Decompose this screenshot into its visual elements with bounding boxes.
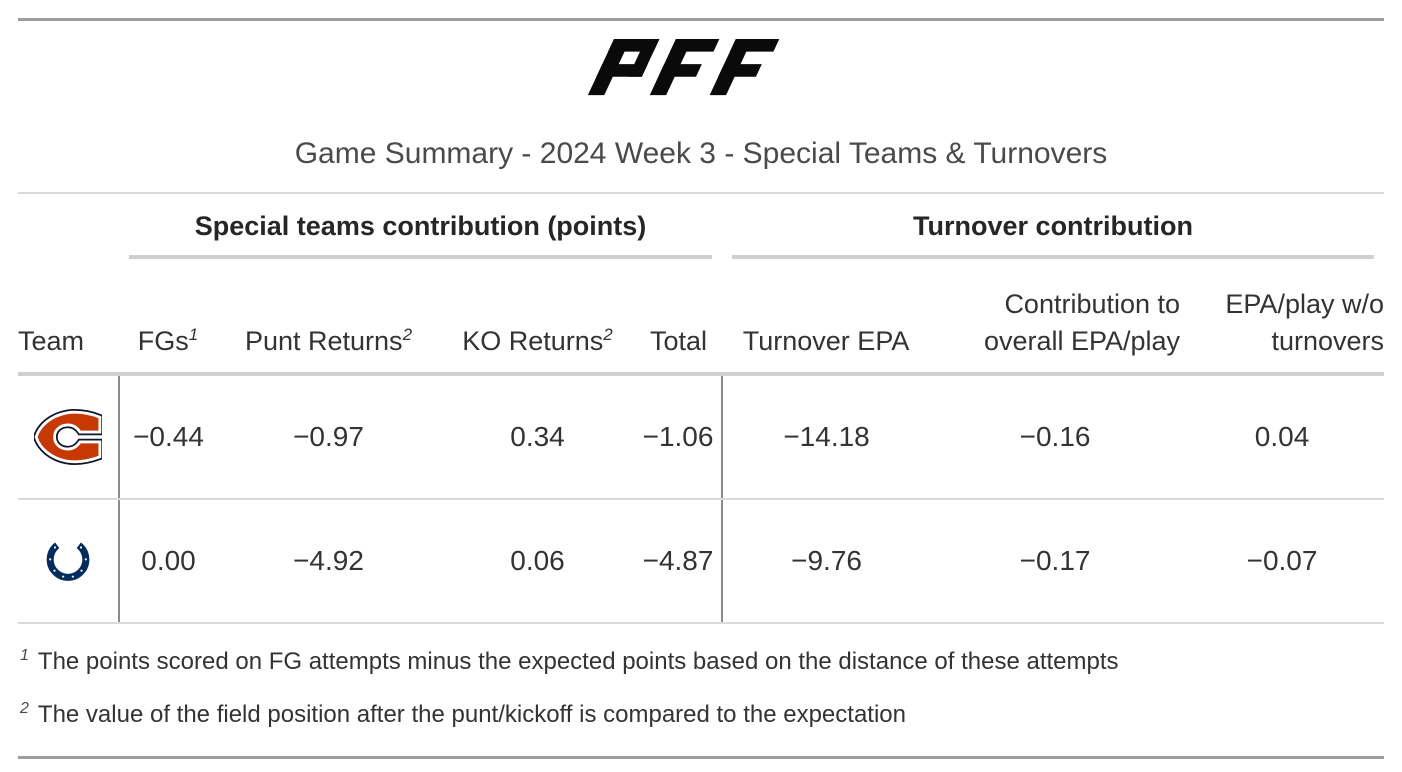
footnote-marker: 2 bbox=[402, 324, 413, 344]
cell-fgs: 0.00 bbox=[118, 499, 217, 624]
bears-logo-icon bbox=[34, 408, 102, 466]
cell-turnover-epa: −14.18 bbox=[721, 374, 931, 500]
pff-letter-f1 bbox=[649, 39, 720, 96]
cell-contribution: −0.17 bbox=[930, 499, 1181, 624]
cell-ko-returns: 0.06 bbox=[440, 499, 635, 624]
col-header-turnover-epa: Turnover EPA bbox=[722, 259, 931, 376]
top-divider bbox=[18, 18, 1384, 21]
footnote-2-marker: 2 bbox=[20, 699, 29, 717]
col-header-fgs: FGs1 bbox=[119, 259, 217, 376]
footnote-1: 1 The points scored on FG attempts minus … bbox=[20, 646, 1384, 677]
bottom-divider bbox=[18, 755, 1384, 759]
column-header-row: Team FGs1 Punt Returns2 KO Returns2 Tota… bbox=[18, 259, 1384, 376]
team-cell-bears bbox=[18, 374, 119, 500]
team-cell-colts bbox=[18, 499, 119, 624]
cell-fgs: −0.44 bbox=[118, 374, 217, 500]
spanner-spacer bbox=[18, 193, 119, 259]
col-header-ko-returns: KO Returns2 bbox=[440, 259, 635, 376]
footnote-2-text: The value of the field position after th… bbox=[37, 700, 906, 728]
spanner-turnover: Turnover contribution bbox=[722, 193, 1384, 259]
table-row-bears: −0.44 −0.97 0.34 −1.06 −14.18 −0.16 0.04 bbox=[18, 374, 1384, 500]
col-header-punt-returns: Punt Returns2 bbox=[217, 259, 440, 376]
cell-total: −1.06 bbox=[635, 374, 723, 500]
spanner-special-teams-label: Special teams contribution (points) bbox=[129, 194, 713, 259]
footnote-1-text: The points scored on FG attempts minus t… bbox=[37, 648, 1119, 675]
footnote-2: 2 The value of the field position after t… bbox=[20, 699, 1384, 730]
colts-logo-icon bbox=[46, 542, 90, 581]
cell-punt-returns: −0.97 bbox=[217, 374, 440, 500]
footnote-1-marker: 1 bbox=[20, 647, 29, 664]
cell-turnover-epa: −9.76 bbox=[721, 499, 931, 624]
col-header-total: Total bbox=[635, 259, 723, 376]
cell-total: −4.87 bbox=[635, 499, 723, 624]
spanner-special-teams: Special teams contribution (points) bbox=[119, 193, 722, 259]
pff-logo bbox=[18, 37, 1384, 103]
summary-table: Special teams contribution (points) Turn… bbox=[18, 192, 1384, 624]
col-header-team: Team bbox=[18, 259, 119, 376]
cell-punt-returns: −4.92 bbox=[217, 499, 440, 624]
col-header-epa-wo-turnovers: EPA/play w/o turnovers bbox=[1180, 259, 1384, 376]
pff-letter-f2 bbox=[709, 39, 780, 96]
footnote-marker: 1 bbox=[188, 324, 199, 344]
cell-contribution: −0.16 bbox=[930, 374, 1181, 500]
spanner-turnover-label: Turnover contribution bbox=[732, 194, 1374, 259]
page-title: Game Summary - 2024 Week 3 - Special Tea… bbox=[294, 137, 1108, 170]
pff-letter-p bbox=[587, 39, 660, 96]
cell-ko-returns: 0.34 bbox=[440, 374, 635, 500]
footnote-marker: 2 bbox=[603, 324, 613, 344]
pff-logo-icon bbox=[587, 39, 780, 96]
spanner-row: Special teams contribution (points) Turn… bbox=[18, 193, 1384, 259]
col-header-contribution: Contribution to overall EPA/play bbox=[930, 259, 1181, 376]
cell-epa-wo-turnovers: −0.07 bbox=[1180, 499, 1384, 624]
cell-epa-wo-turnovers: 0.04 bbox=[1180, 374, 1384, 500]
table-row-colts: 0.00 −4.92 0.06 −4.87 −9.76 −0.17 −0.07 bbox=[18, 499, 1384, 624]
